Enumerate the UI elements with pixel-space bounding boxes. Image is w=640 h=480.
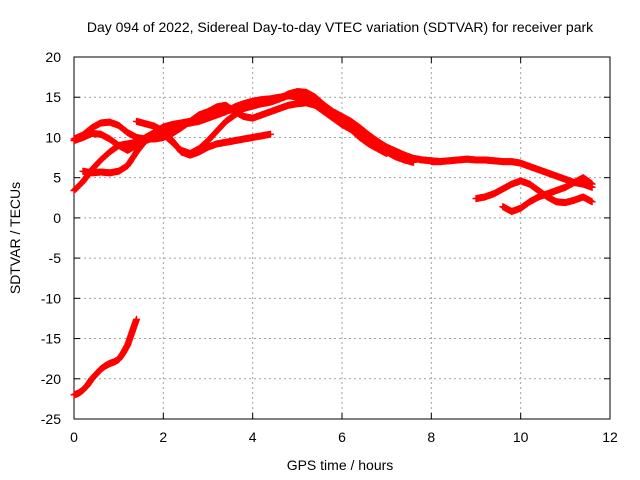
x-tick-label: 4 [249,429,257,445]
y-tick-labels: -25 -20 -15 -10 -5 0 5 10 15 20 [41,49,61,427]
y-tick-label: 15 [45,89,61,105]
data-point [409,158,417,166]
y-axis-label: SDTVAR / TECUs [7,182,23,294]
y-tick-label: -10 [41,290,61,306]
data-point [588,180,596,188]
x-tick-label: 0 [70,429,78,445]
x-tick-label: 8 [427,429,435,445]
y-tick-label: -25 [41,411,61,427]
series-track-6 [427,155,596,191]
x-tick-label: 10 [513,429,529,445]
series-track-5 [133,117,275,159]
x-tick-label: 2 [159,429,167,445]
series-track-4 [70,88,391,158]
data-point [133,315,141,323]
grid [74,57,610,419]
y-tick-label: 20 [45,49,61,65]
y-tick-label: -5 [49,250,62,266]
y-tick-label: 0 [53,210,61,226]
y-tick-label: 10 [45,129,61,145]
y-tick-label: -15 [41,331,61,347]
x-axis-label: GPS time / hours [287,457,394,473]
x-tick-labels: 0 2 4 6 8 10 12 [70,429,618,445]
x-tick-label: 6 [338,429,346,445]
data-point [383,150,391,158]
data-points [70,88,596,399]
data-point [267,130,275,138]
data-point [588,198,596,206]
series-track-8 [499,174,596,215]
x-tick-label: 12 [602,429,618,445]
chart-title: Day 094 of 2022, Sidereal Day-to-day VTE… [87,19,594,35]
series-track-9 [70,315,141,399]
y-tick-label: -20 [41,371,61,387]
y-tick-label: 5 [53,170,61,186]
